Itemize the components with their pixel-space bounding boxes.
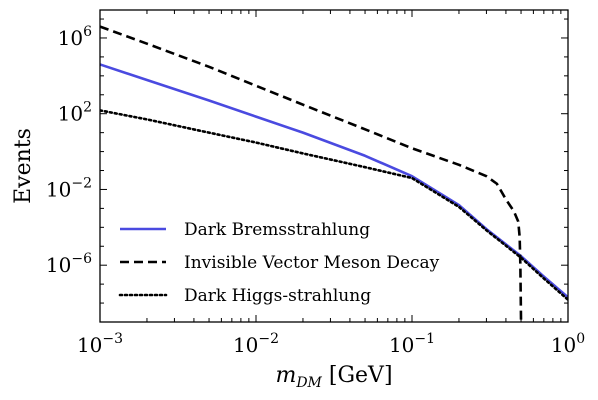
series-line-2 <box>100 25 523 322</box>
series-line-3 <box>100 109 568 302</box>
y-tick-label: 10−6 <box>46 251 92 277</box>
x-axis-title-symbol: m <box>275 363 296 388</box>
y-tick-label: 10−2 <box>46 175 92 201</box>
ticks <box>99 10 569 323</box>
y-axis-title: Events <box>11 128 36 204</box>
x-axis-title-unit: [GeV] <box>322 363 393 388</box>
legend-label: Dark Bremsstrahlung <box>184 220 370 240</box>
legend-label: Invisible Vector Meson Decay <box>184 253 440 273</box>
y-tick-label: 106 <box>58 24 92 50</box>
x-tick-label: 100 <box>551 331 585 357</box>
tick-labels: 10−3 10−2 10−1 100 10−6 10−2 102 106 <box>46 24 585 357</box>
legend-label: Dark Higgs-strahlung <box>184 286 371 306</box>
x-tick-label: 10−3 <box>77 331 123 357</box>
legend: Dark Bremsstrahlung Invisible Vector Meso… <box>118 220 440 306</box>
x-tick-label: 10−1 <box>389 331 435 357</box>
y-tick-label: 102 <box>58 100 92 126</box>
series-line-1 <box>100 63 568 299</box>
x-axis-title-subscript: DM <box>295 375 322 391</box>
x-tick-label: 10−2 <box>233 331 279 357</box>
x-axis-title: mDM [GeV] <box>275 363 392 391</box>
plot-frame <box>99 9 569 323</box>
plot-lines <box>100 25 568 322</box>
